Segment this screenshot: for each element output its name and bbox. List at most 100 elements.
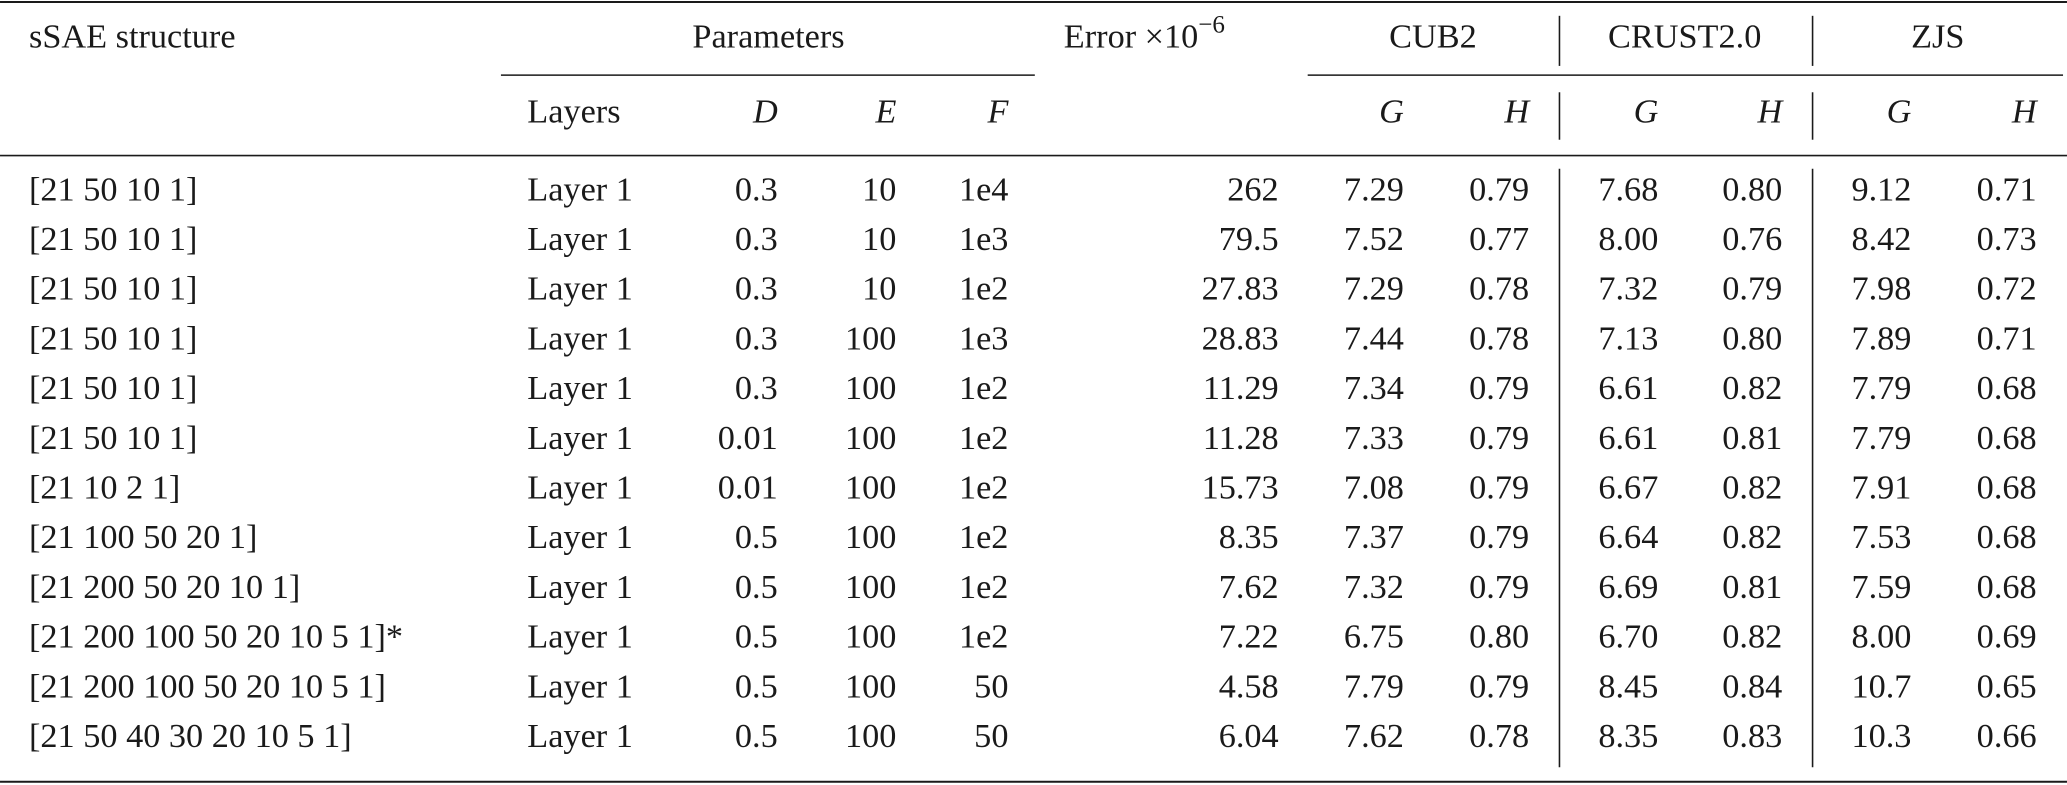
table-cell: 11.29	[1203, 369, 1279, 407]
table-cell: Layer 1	[527, 618, 633, 656]
table-cell: 10.3	[1851, 717, 1911, 755]
table-cell: 7.59	[1851, 568, 1911, 606]
table-cell: 0.5	[735, 717, 778, 755]
table-cell: 7.33	[1344, 419, 1404, 457]
table-cell: 7.22	[1219, 618, 1279, 656]
table-cell: 6.69	[1598, 568, 1658, 606]
table-cell: [21 200 100 50 20 10 5 1]	[29, 667, 386, 705]
table-cell: [21 200 100 50 20 10 5 1]*	[29, 618, 403, 656]
table-cell: 0.83	[1722, 717, 1782, 755]
table-cell: 0.65	[1977, 667, 2037, 705]
table-cell: Layer 1	[527, 469, 633, 507]
table-cell: 0.80	[1722, 319, 1782, 357]
table-cell: 7.34	[1344, 369, 1404, 407]
table-cell: 0.80	[1722, 170, 1782, 208]
table-cell: 0.71	[1977, 319, 2037, 357]
table-cell: 100	[845, 568, 896, 606]
sub-header: H	[2011, 93, 2039, 131]
group-header: CRUST2.0	[1608, 17, 1761, 55]
table-cell: [21 50 10 1]	[29, 319, 197, 357]
table-cell: 10.7	[1851, 667, 1911, 705]
table-cell: 9.12	[1851, 170, 1911, 208]
table-cell: 0.79	[1469, 369, 1529, 407]
sub-header: Layers	[527, 93, 620, 131]
table-cell: 0.71	[1977, 170, 2037, 208]
table-cell: 7.79	[1851, 369, 1911, 407]
error-exponent: −6	[1198, 11, 1225, 38]
table-cell: Layer 1	[527, 518, 633, 556]
table-cell: 4.58	[1219, 667, 1279, 705]
table-cell: 79.5	[1219, 220, 1279, 258]
table-cell: 50	[974, 717, 1008, 755]
table-cell: 28.83	[1202, 319, 1279, 357]
table-cell: 6.67	[1598, 469, 1658, 507]
table-cell: 6.64	[1598, 518, 1658, 556]
table-cell: 1e2	[959, 270, 1008, 308]
table-cell: Layer 1	[527, 220, 633, 258]
table-cell: 7.44	[1344, 319, 1404, 357]
table-cell: [21 50 10 1]	[29, 270, 197, 308]
table-cell: 7.32	[1598, 270, 1658, 308]
table-cell: 6.04	[1219, 717, 1279, 755]
table-cell: 100	[845, 667, 896, 705]
table-cell: 100	[845, 369, 896, 407]
table-cell: 0.01	[718, 469, 778, 507]
sub-header: E	[874, 93, 896, 131]
table-cell: 1e4	[959, 170, 1008, 208]
table-cell: 0.68	[1977, 419, 2037, 457]
table-cell: 0.73	[1977, 220, 2037, 258]
table-cell: 0.01	[718, 419, 778, 457]
table-cell: 100	[845, 469, 896, 507]
table-cell: 0.68	[1977, 568, 2037, 606]
table-cell: 7.91	[1851, 469, 1911, 507]
table-cell: 7.98	[1851, 270, 1911, 308]
table-cell: 0.84	[1722, 667, 1782, 705]
table-cell: 50	[974, 667, 1008, 705]
table-cell: 7.29	[1344, 170, 1404, 208]
table-cell: Layer 1	[527, 170, 633, 208]
table-cell: 1e2	[959, 419, 1008, 457]
table-cell: 1e2	[959, 369, 1008, 407]
error-label: Error ×10	[1064, 17, 1198, 55]
table-cell: 7.32	[1344, 568, 1404, 606]
table-cell: 6.61	[1598, 369, 1658, 407]
table-cell: [21 50 10 1]	[29, 369, 197, 407]
table-cell: 100	[845, 717, 896, 755]
table-cell: 10	[862, 170, 896, 208]
table-cell: 15.73	[1202, 469, 1279, 507]
table-cell: 0.69	[1977, 618, 2037, 656]
table-cell: 0.78	[1469, 717, 1529, 755]
table-cell: 6.75	[1344, 618, 1404, 656]
table-cell: 0.3	[735, 170, 778, 208]
table-cell: 0.5	[735, 667, 778, 705]
sub-header: G	[1634, 93, 1659, 131]
table-cell: 262	[1227, 170, 1278, 208]
table-cell: 100	[845, 618, 896, 656]
table-cell: 0.76	[1722, 220, 1782, 258]
table-cell: 0.3	[735, 319, 778, 357]
table-cell: 8.42	[1851, 220, 1911, 258]
table-cell: 10	[862, 270, 896, 308]
table-cell: [21 10 2 1]	[29, 469, 180, 507]
table-cell: 0.82	[1722, 518, 1782, 556]
table-cell: [21 50 40 30 20 10 5 1]	[29, 717, 352, 755]
table-cell: 0.66	[1977, 717, 2037, 755]
table-cell: Layer 1	[527, 419, 633, 457]
table-cell: 7.79	[1851, 419, 1911, 457]
table-cell: 7.52	[1344, 220, 1404, 258]
table-cell: 0.5	[735, 518, 778, 556]
table-cell: 7.62	[1344, 717, 1404, 755]
table-cell: Layer 1	[527, 319, 633, 357]
table-cell: [21 50 10 1]	[29, 419, 197, 457]
table-cell: Layer 1	[527, 270, 633, 308]
table-cell: 0.3	[735, 270, 778, 308]
table-cell: 10	[862, 220, 896, 258]
table-cell: 0.81	[1722, 419, 1782, 457]
table-cell: 0.68	[1977, 469, 2037, 507]
table-cell: 6.61	[1598, 419, 1658, 457]
table-cell: Layer 1	[527, 369, 633, 407]
sub-header: G	[1379, 93, 1404, 131]
table-cell: 0.82	[1722, 469, 1782, 507]
